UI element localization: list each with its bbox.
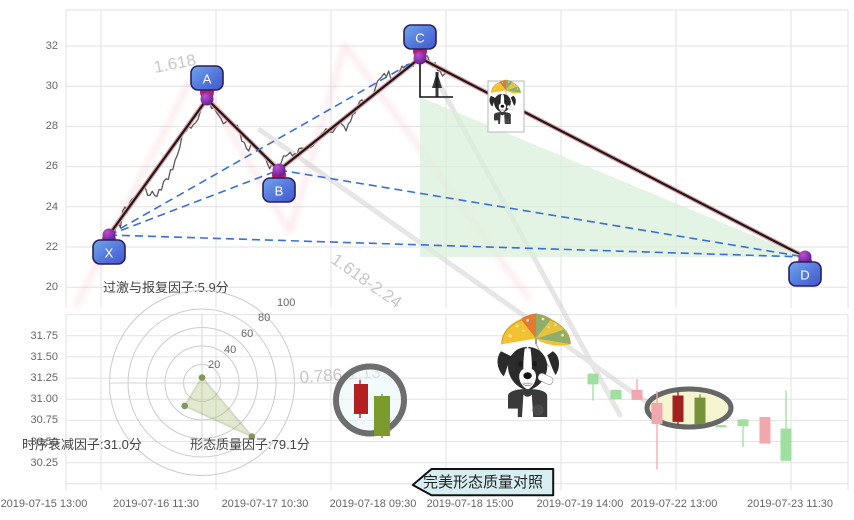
svg-text:31.00: 31.00	[30, 393, 58, 405]
svg-text:31.50: 31.50	[30, 351, 58, 363]
svg-text:30: 30	[46, 80, 58, 92]
svg-text:100: 100	[277, 297, 295, 309]
svg-text:2019-07-16 11:30: 2019-07-16 11:30	[113, 498, 199, 510]
svg-text:28: 28	[46, 120, 58, 132]
svg-text:22: 22	[46, 241, 58, 253]
svg-text:完美形态质量对照: 完美形态质量对照	[423, 474, 543, 491]
svg-text:B: B	[275, 184, 284, 199]
svg-text:2019-07-18 09:30: 2019-07-18 09:30	[330, 498, 417, 510]
svg-text:2019-07-22 13:00: 2019-07-22 13:00	[631, 498, 718, 510]
svg-text:过激与报复因子:5.9分: 过激与报复因子:5.9分	[103, 280, 229, 295]
svg-text:24: 24	[46, 201, 58, 213]
svg-text:26: 26	[46, 160, 58, 172]
svg-text:31.25: 31.25	[30, 372, 58, 384]
svg-text:2019-07-15 13:00: 2019-07-15 13:00	[1, 498, 88, 510]
svg-text:60: 60	[241, 328, 253, 340]
svg-text:40: 40	[224, 344, 236, 356]
svg-text:2019-07-17 10:30: 2019-07-17 10:30	[222, 498, 309, 510]
svg-text:D: D	[800, 268, 809, 283]
svg-text:80: 80	[258, 312, 270, 324]
svg-text:形态质量因子:79.1分: 形态质量因子:79.1分	[190, 437, 310, 452]
svg-text:30.75: 30.75	[30, 414, 58, 426]
svg-text:20: 20	[46, 281, 58, 293]
svg-text:32: 32	[46, 40, 58, 52]
svg-text:20: 20	[208, 359, 220, 371]
svg-text:C: C	[415, 31, 424, 46]
svg-text:30.25: 30.25	[30, 457, 58, 469]
svg-text:2019-07-23 11:30: 2019-07-23 11:30	[747, 498, 833, 510]
svg-text:2019-07-19 14:00: 2019-07-19 14:00	[537, 498, 624, 510]
svg-text:31.75: 31.75	[30, 330, 58, 342]
svg-text:时序衰减因子:31.0分: 时序衰减因子:31.0分	[22, 437, 142, 452]
svg-text:2019-07-18 15:00: 2019-07-18 15:00	[427, 498, 514, 510]
svg-text:A: A	[203, 72, 212, 87]
svg-text:X: X	[105, 246, 114, 261]
